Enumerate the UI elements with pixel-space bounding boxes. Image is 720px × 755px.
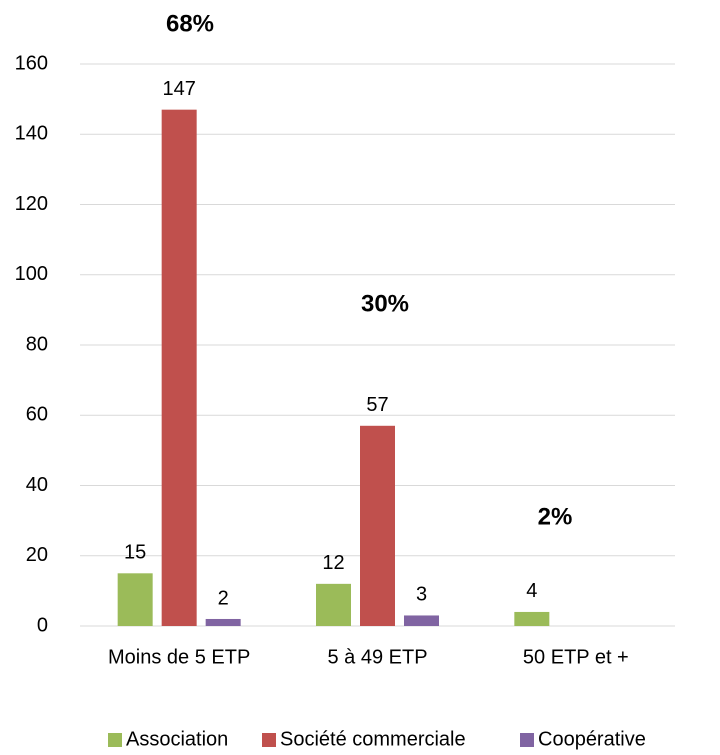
y-tick-label: 0: [37, 614, 48, 636]
x-tick-label: 50 ETP et +: [523, 646, 629, 668]
y-tick-label: 100: [15, 263, 48, 285]
bar: [360, 425, 395, 626]
annotation: 68%: [166, 10, 214, 37]
bar: [205, 618, 241, 626]
x-tick-label: Moins de 5 ETP: [108, 646, 250, 668]
y-tick-label: 160: [15, 52, 48, 74]
bar: [404, 615, 439, 626]
bar: [514, 611, 550, 626]
data-label: 147: [162, 78, 195, 100]
y-tick-label: 40: [26, 474, 48, 496]
legend-swatch: [108, 733, 122, 747]
y-tick-label: 120: [15, 193, 48, 215]
annotation: 30%: [361, 290, 409, 317]
legend-label: Coopérative: [538, 728, 646, 750]
data-label: 57: [366, 394, 388, 416]
legend-label: Association: [126, 728, 228, 750]
data-label: 2: [218, 587, 229, 609]
y-tick-label: 60: [26, 404, 48, 426]
y-tick-label: 140: [15, 123, 48, 145]
legend-swatch: [262, 733, 276, 747]
legend-swatch: [520, 733, 534, 747]
bar: [316, 583, 351, 626]
data-label: 12: [322, 552, 344, 574]
y-tick-label: 80: [26, 333, 48, 355]
data-label: 3: [416, 584, 427, 606]
x-tick-label: 5 à 49 ETP: [327, 646, 427, 668]
data-label: 4: [526, 580, 537, 602]
legend-label: Société commerciale: [280, 728, 466, 750]
data-label: 15: [124, 542, 146, 564]
bar: [117, 573, 153, 626]
bar: [161, 109, 197, 627]
y-tick-label: 20: [26, 544, 48, 566]
annotation: 2%: [538, 503, 573, 530]
